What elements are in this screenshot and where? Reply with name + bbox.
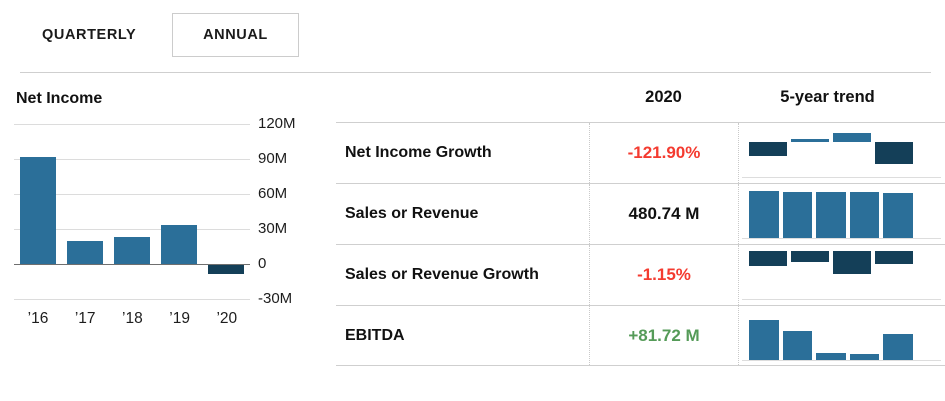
metric-value: -1.15% <box>589 245 738 305</box>
column-header-2020: 2020 <box>645 87 682 106</box>
chart-gridline <box>14 159 250 160</box>
sparkline-axis <box>742 360 941 361</box>
chart-title: Net Income <box>16 90 103 107</box>
sparkline-plot <box>747 312 915 360</box>
sparkline-bar <box>833 133 871 142</box>
sparkline-bar <box>816 352 846 360</box>
chart-bar <box>114 237 150 264</box>
chart-ytick-label: 120M <box>258 115 296 132</box>
sparkline-plot <box>747 190 915 238</box>
sparkline-axis <box>742 299 941 300</box>
sparkline-bar <box>883 192 913 238</box>
sparkline-bar <box>849 192 880 238</box>
top-divider <box>20 72 931 73</box>
sparkline-bar <box>749 191 779 238</box>
trend-sparkline <box>738 245 945 305</box>
metric-label: EBITDA <box>345 326 405 344</box>
trend-sparkline <box>738 123 945 183</box>
chart-bar <box>19 156 56 264</box>
chart-bar <box>161 224 198 264</box>
sparkline-plot <box>747 129 915 177</box>
chart-ytick-label: -30M <box>258 290 293 307</box>
column-header-trend: 5-year trend <box>780 87 875 106</box>
chart-xtick-label: ’20 <box>216 310 238 327</box>
sparkline-bar <box>749 141 787 157</box>
metric-value: +81.72 M <box>589 306 738 365</box>
chart-ytick-label: 90M <box>258 150 288 167</box>
chart-xtick-label: ’16 <box>27 310 49 327</box>
chart-gridline <box>14 124 250 125</box>
sparkline-bar <box>833 251 871 274</box>
table-row: Sales or Revenue Growth -1.15% <box>336 244 945 305</box>
sparkline-axis <box>742 238 941 239</box>
chart-bar <box>208 265 245 274</box>
table-body: Net Income Growth -121.90% Sales or Revenu… <box>336 122 945 366</box>
metric-label: Sales or Revenue <box>345 205 479 222</box>
sparkline-bar <box>791 251 829 262</box>
quarterly-tab[interactable]: QUARTERLY <box>42 27 137 43</box>
chart-zero-line <box>14 264 250 265</box>
net-income-chart: 120M 90M 60M 30M 0 -30M ’16 ’17 ’18 ’19 ’20 <box>14 115 314 336</box>
table-header-row: 2020 5-year trend <box>336 72 945 122</box>
sparkline-bar <box>816 191 846 238</box>
metric-label: Sales or Revenue Growth <box>345 266 539 283</box>
sparkline-bar <box>875 251 913 264</box>
sparkline-bar <box>883 333 913 360</box>
trend-sparkline <box>738 184 945 244</box>
sparkline-plot <box>747 251 915 299</box>
chart-gridline <box>14 229 250 230</box>
annual-tab[interactable]: ANNUAL <box>172 13 299 57</box>
sparkline-bar <box>749 251 787 267</box>
metric-value: 480.74 M <box>589 184 738 244</box>
chart-xtick-label: ’18 <box>122 310 143 327</box>
sparkline-bar <box>875 141 913 165</box>
chart-gridline <box>14 194 250 195</box>
chart-xtick-label: ’17 <box>74 310 96 327</box>
sparkline-bar <box>849 353 880 360</box>
chart-ytick-label: 60M <box>258 185 288 202</box>
chart-bar <box>66 240 103 264</box>
chart-ytick-label: 0 <box>258 255 267 272</box>
chart-ytick-label: 30M <box>258 220 288 237</box>
table-row: Net Income Growth -121.90% <box>336 122 945 183</box>
sparkline-bar <box>749 320 779 360</box>
sparkline-bar <box>782 330 813 360</box>
sparkline-axis <box>742 177 941 178</box>
table-row: Sales or Revenue 480.74 M <box>336 183 945 244</box>
metric-value: -121.90% <box>589 123 738 183</box>
metric-label: Net Income Growth <box>345 144 492 161</box>
trend-sparkline <box>738 306 945 365</box>
financials-table: 2020 5-year trend Net Income Growth -121.… <box>336 72 945 366</box>
chart-gridline <box>14 299 250 300</box>
sparkline-bar <box>782 191 813 238</box>
table-row: EBITDA +81.72 M <box>336 305 945 366</box>
sparkline-bar <box>791 139 829 142</box>
chart-xtick-label: ’19 <box>169 310 190 327</box>
